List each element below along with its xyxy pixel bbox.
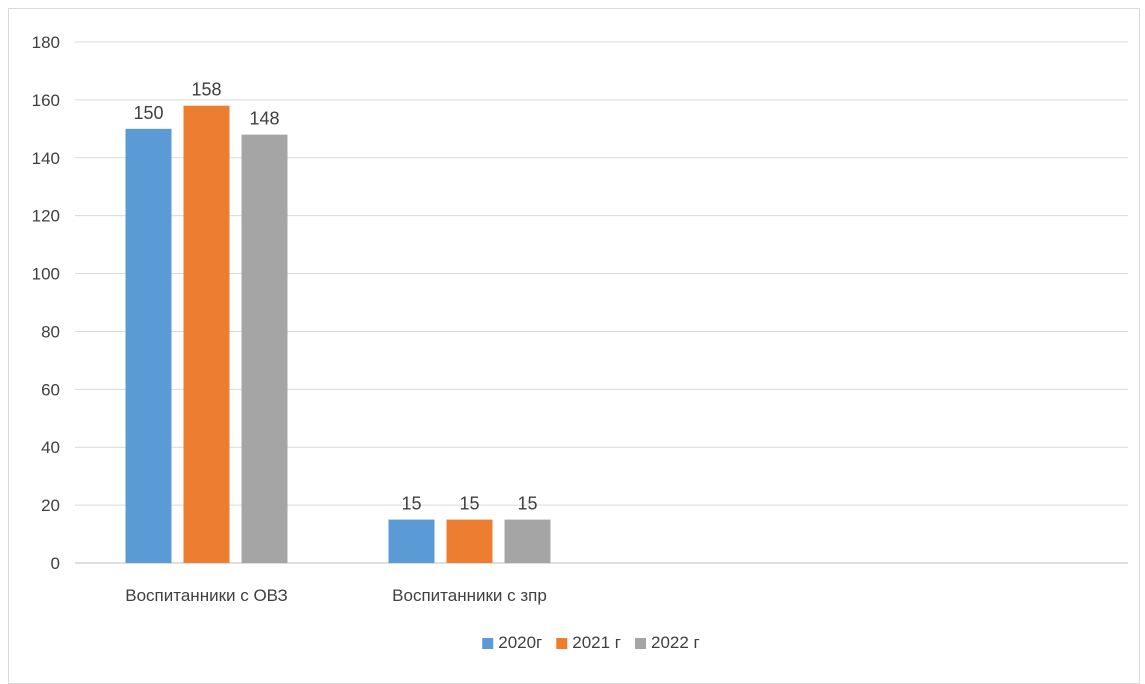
y-tick-label: 80	[41, 322, 60, 341]
data-label: 148	[249, 109, 279, 129]
data-label: 15	[517, 494, 537, 514]
y-tick-label: 100	[32, 265, 60, 284]
y-tick-label: 180	[32, 33, 60, 52]
y-tick-label: 120	[32, 207, 60, 226]
gridlines	[75, 41, 1128, 564]
legend-label: 2020г	[498, 633, 542, 652]
bar	[183, 105, 230, 563]
y-tick-label: 0	[51, 554, 60, 573]
data-label: 15	[401, 494, 421, 514]
bar	[241, 134, 288, 563]
data-labels: 150 158 148 15 15 15	[133, 80, 537, 514]
bar	[446, 519, 493, 563]
y-tick-label: 60	[41, 380, 60, 399]
bars	[125, 105, 551, 564]
legend-item: 2020г	[482, 633, 542, 652]
legend-swatch	[556, 638, 568, 649]
legend-item: 2022 г	[635, 633, 700, 652]
legend-label: 2022 г	[651, 633, 700, 652]
legend-swatch	[635, 638, 647, 649]
data-label: 158	[191, 80, 221, 100]
legend: 2020г 2021 г 2022 г	[482, 633, 700, 652]
y-axis-ticks: 0 20 40 60 80 100 120 140 160 180	[32, 33, 60, 573]
y-tick-label: 40	[41, 438, 60, 457]
legend-item: 2021 г	[556, 633, 621, 652]
category-label: Воспитанники с ОВЗ	[125, 586, 287, 605]
y-tick-label: 140	[32, 149, 60, 168]
category-label: Воспитанники с зпр	[392, 586, 547, 605]
bar	[388, 519, 435, 563]
legend-label: 2021 г	[572, 633, 621, 652]
data-label: 15	[459, 494, 479, 514]
legend-swatch	[482, 638, 494, 649]
y-tick-label: 160	[32, 91, 60, 110]
y-tick-label: 20	[41, 496, 60, 515]
x-axis-categories: Воспитанники с ОВЗ Воспитанники с зпр	[125, 586, 547, 605]
bar	[504, 519, 551, 563]
bar	[125, 128, 172, 564]
data-label: 150	[133, 103, 163, 123]
